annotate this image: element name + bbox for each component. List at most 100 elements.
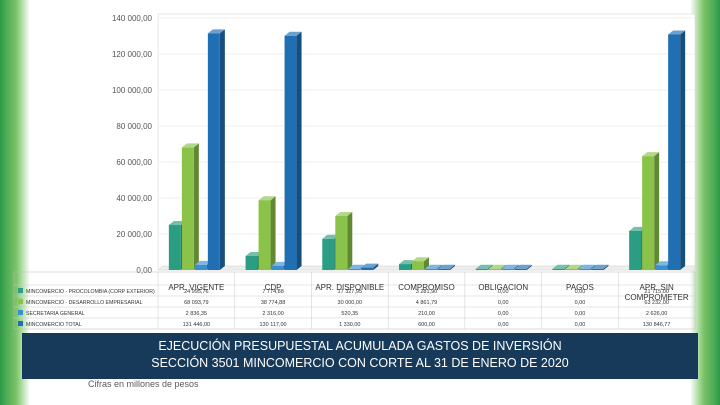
table-value: 1 330,00 — [339, 322, 360, 328]
table-value: 30 000,00 — [338, 300, 362, 306]
bar — [181, 147, 194, 270]
bar-top — [488, 264, 506, 269]
bar-side — [296, 31, 302, 271]
y-tick-label: 60 000,00 — [116, 158, 152, 167]
bar — [284, 35, 297, 270]
banner-line-1: EJECUCIÓN PRESUPUESTAL ACUMULADA GASTOS … — [158, 339, 562, 353]
bar-side — [526, 264, 532, 270]
bar-top — [591, 264, 609, 269]
bar-side — [193, 143, 199, 270]
bar-side — [270, 196, 276, 270]
table-value: 4 861,79 — [416, 300, 437, 306]
bar-side — [347, 212, 353, 270]
table-value: 2 316,00 — [262, 311, 283, 317]
bar — [425, 268, 437, 270]
bar-top — [425, 264, 442, 269]
table-value: 0,00 — [498, 322, 509, 328]
y-tick-label: 80 000,00 — [116, 122, 152, 131]
x-category-label: APR. SIN COMPROMETER — [625, 283, 689, 302]
table-value: 3 281,90 — [416, 289, 437, 295]
legend-swatch — [18, 288, 23, 293]
bar — [438, 268, 450, 270]
bar — [591, 268, 604, 270]
bar-top — [642, 152, 660, 157]
bar — [348, 268, 361, 270]
bar-top — [438, 264, 455, 269]
bar — [335, 216, 348, 270]
y-tick-label: 0,00 — [136, 266, 152, 275]
table-value: 0,00 — [575, 289, 586, 295]
bar — [578, 268, 591, 270]
table-value: 0,00 — [575, 311, 586, 317]
bar-top — [655, 261, 673, 266]
bar-top — [629, 226, 647, 231]
y-tick-label: 40 000,00 — [116, 194, 152, 203]
table-value: 130 846,77 — [643, 322, 671, 328]
bar-side — [603, 264, 609, 270]
bar — [258, 200, 271, 270]
bar-top — [514, 264, 532, 269]
bar-top — [412, 257, 429, 262]
table-value: 2 836,35 — [186, 311, 207, 317]
table-value: 131 446,00 — [183, 322, 211, 328]
bar — [322, 238, 335, 270]
legend-swatch — [18, 310, 23, 315]
bar — [194, 264, 207, 270]
bar-side — [219, 29, 225, 270]
bar-top — [668, 30, 686, 35]
table-value: 68 093,79 — [184, 300, 208, 306]
x-category-label: PAGOS — [566, 283, 594, 292]
table-value: 21 715,00 — [644, 289, 668, 295]
plot-area — [157, 13, 696, 271]
bar-side — [450, 264, 455, 270]
bar-top — [168, 221, 186, 226]
bar-top — [284, 31, 302, 36]
bar — [488, 268, 501, 270]
y-tick-label: 140 000,00 — [112, 14, 153, 23]
legend-series-label: MINCOMERCIO - DESARROLLO EMPRESARIAL — [26, 300, 143, 306]
y-tick-label: 20 000,00 — [116, 230, 152, 239]
bar — [655, 265, 668, 270]
bar — [514, 268, 527, 270]
x-category-label: OBLIGACION — [478, 283, 528, 292]
bar — [412, 261, 424, 270]
bar — [245, 256, 258, 270]
bar — [168, 225, 181, 270]
y-tick-label: 100 000,00 — [112, 86, 153, 95]
bar-top — [361, 263, 379, 268]
bar-top — [501, 264, 519, 269]
table-value: 210,00 — [418, 311, 435, 317]
table-value: 0,00 — [498, 311, 509, 317]
bar-top — [552, 264, 570, 269]
table-value: 0,00 — [575, 322, 586, 328]
bar — [207, 33, 220, 270]
y-tick-label: 120 000,00 — [112, 50, 153, 59]
title-banner: EJECUCIÓN PRESUPUESTAL ACUMULADA GASTOS … — [22, 333, 698, 379]
bar-top — [258, 196, 276, 201]
bar-top — [322, 234, 340, 239]
bar-top — [565, 264, 583, 269]
table-value: 38 774,88 — [261, 300, 285, 306]
bar-top — [194, 260, 212, 265]
bar — [271, 265, 284, 270]
table-value: 7 774,88 — [262, 289, 283, 295]
x-category-label: CDP — [265, 283, 282, 292]
table-value: 130 117,00 — [260, 322, 287, 328]
bar-side — [654, 152, 660, 270]
bar — [399, 264, 411, 270]
bar-top — [578, 264, 596, 269]
bar-top — [271, 261, 289, 266]
bar-top — [399, 260, 416, 265]
legend-series-label: MINCOMERCIO TOTAL — [26, 322, 82, 328]
legend-swatch — [18, 321, 23, 326]
table-value: 24 995,76 — [184, 289, 208, 295]
bar — [475, 268, 488, 270]
bar-top — [348, 264, 366, 269]
table-value: 520,35 — [341, 311, 358, 317]
bar-top — [475, 264, 493, 269]
bar-top — [335, 212, 353, 216]
bar — [552, 268, 565, 270]
legend-swatch — [18, 299, 23, 304]
legend-series-label: MINCOMERCIO - PROCOLOMBIA (CORP EXTERIOR… — [26, 289, 155, 295]
